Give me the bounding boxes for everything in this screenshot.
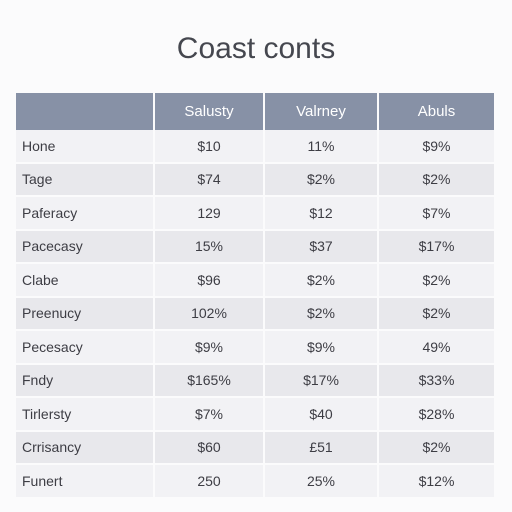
table-cell: $2%	[378, 162, 494, 197]
table-cell: £51	[264, 430, 379, 465]
table-cell: $12	[264, 196, 379, 231]
table-cell: 15%	[154, 229, 265, 264]
row-label: Funert	[16, 464, 155, 499]
table-cell: $28%	[378, 397, 494, 432]
row-label: Hone	[16, 130, 155, 164]
table-cell: $7%	[154, 397, 265, 432]
table-cell: $17%	[264, 363, 379, 398]
table-cell: $2%	[264, 263, 379, 298]
table-cell: 250	[154, 464, 265, 499]
table-cell: $2%	[264, 162, 379, 197]
header-cell: Valrney	[264, 93, 379, 130]
table-row: Tirlersty $7% $40 $28%	[16, 397, 494, 432]
table-row: Paferacy 129 $12 $7%	[16, 196, 494, 231]
table-cell: $9%	[378, 130, 494, 164]
row-label: Crrisancy	[16, 430, 155, 465]
table-cell: $2%	[264, 296, 379, 331]
table-row: Pecesacy $9% $9% 49%	[16, 330, 494, 365]
table-cell: $12%	[378, 464, 494, 499]
table-cell: $2%	[378, 296, 494, 331]
table-head: Salusty Valrney Abuls	[16, 93, 494, 130]
row-label: Tage	[16, 162, 155, 197]
table-cell: 129	[154, 196, 265, 231]
table-cell: $60	[154, 430, 265, 465]
table-row: Funert 250 25% $12%	[16, 464, 494, 499]
table-row: Fndy $165% $17% $33%	[16, 363, 494, 398]
table-cell: $165%	[154, 363, 265, 398]
table-cell: 25%	[264, 464, 379, 499]
row-label: Paferacy	[16, 196, 155, 231]
data-table: Salusty Valrney Abuls Hone $10 11% $9% Tage $…	[16, 93, 494, 499]
row-label: Pecesacy	[16, 330, 155, 365]
row-label: Preenucy	[16, 296, 155, 331]
table-cell: $74	[154, 162, 265, 197]
table-row: Pacecasy 15% $37 $17%	[16, 229, 494, 264]
header-cell: Salusty	[154, 93, 265, 130]
table-cell: $96	[154, 263, 265, 298]
header-cell: Abuls	[378, 93, 494, 130]
header-row: Salusty Valrney Abuls	[16, 93, 494, 130]
row-label: Clabe	[16, 263, 155, 298]
header-cell	[16, 93, 155, 130]
table-cell: $2%	[378, 263, 494, 298]
table-cell: $9%	[154, 330, 265, 365]
table-cell: $37	[264, 229, 379, 264]
table-row: Clabe $96 $2% $2%	[16, 263, 494, 298]
row-label: Pacecasy	[16, 229, 155, 264]
table-cell: 102%	[154, 296, 265, 331]
table-cell: $10	[154, 130, 265, 164]
table-cell: 11%	[264, 130, 379, 164]
row-label: Fndy	[16, 363, 155, 398]
table-row: Preenucy 102% $2% $2%	[16, 296, 494, 331]
table-cell: $17%	[378, 229, 494, 264]
table-body: Hone $10 11% $9% Tage $74 $2% $2% Paferacy 129 $12…	[16, 130, 494, 499]
table-row: Hone $10 11% $9%	[16, 130, 494, 164]
table-cell: $40	[264, 397, 379, 432]
row-label: Tirlersty	[16, 397, 155, 432]
table-row: Tage $74 $2% $2%	[16, 162, 494, 197]
table-cell: 49%	[378, 330, 494, 365]
table-row: Crrisancy $60 £51 $2%	[16, 430, 494, 465]
table-cell: $33%	[378, 363, 494, 398]
table-cell: $2%	[378, 430, 494, 465]
table-cell: $9%	[264, 330, 379, 365]
table-cell: $7%	[378, 196, 494, 231]
title: Coast conts	[176, 32, 336, 65]
